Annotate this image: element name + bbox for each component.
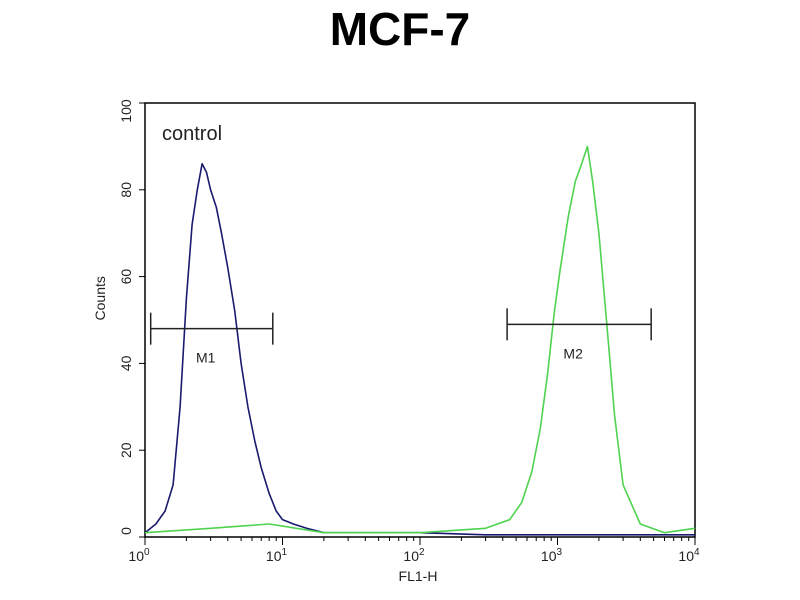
x-tick-label: 103 [541,547,563,564]
sample-histogram-line [144,145,696,534]
plot-frame [144,102,696,538]
x-tick-label: 102 [403,547,425,564]
gate-m1-label: M1 [196,350,216,366]
x-tick-label: 100 [128,547,150,564]
control-histogram-line [144,163,695,536]
gates-layer: M1 M2 [149,308,652,366]
series-layer [144,145,696,536]
y-tick-label: 20 [118,442,134,458]
y-tick-label: 80 [118,182,134,198]
y-axis-label: Counts [92,276,108,320]
x-tick-label: 104 [678,547,700,564]
gate-m2-label: M2 [563,345,583,361]
x-axis-ticks: 100 101 102 103 104 [128,537,700,564]
chart-title: MCF-7 [330,3,471,55]
control-annotation: control [162,123,222,145]
y-axis-ticks: 0 20 40 60 80 100 [118,99,145,538]
x-axis-label: FL1-H [399,568,438,584]
y-tick-label: 60 [118,269,134,285]
y-tick-label: 0 [118,527,134,535]
y-tick-label: 100 [118,99,134,123]
y-tick-label: 40 [118,355,134,371]
x-tick-label: 101 [266,547,288,564]
